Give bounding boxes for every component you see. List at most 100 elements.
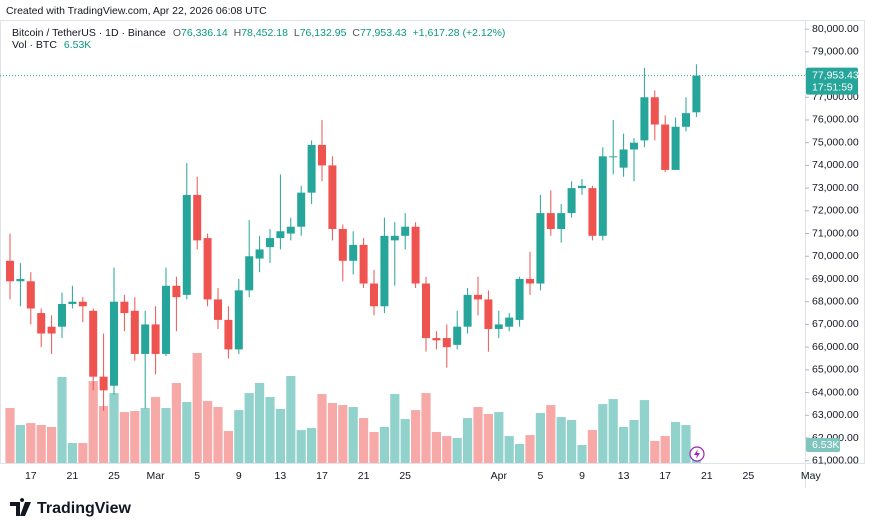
candle-body: [692, 75, 701, 113]
volume-bar: [390, 394, 400, 463]
candle-body: [463, 294, 472, 327]
volume-bar: [515, 444, 525, 463]
volume-bar: [130, 411, 140, 463]
logo: TradingView: [10, 498, 132, 517]
y-tick-label: 67,000.00: [812, 318, 859, 330]
candle-body: [588, 188, 597, 236]
candle-body: [349, 244, 358, 261]
y-tick-label: 70,000.00: [812, 250, 859, 262]
candle-body: [214, 299, 222, 320]
l-value: 76,132.95: [300, 27, 347, 39]
volume-bar: [494, 412, 504, 463]
volume-bar: [546, 405, 556, 463]
candle-body: [99, 376, 108, 391]
h-value: 78,452.18: [241, 27, 288, 39]
x-tick-label: 17: [659, 470, 671, 482]
x-tick-label: 21: [67, 470, 79, 482]
candle-body: [110, 301, 118, 386]
x-tick-label: 5: [194, 470, 200, 482]
volume-bar: [203, 401, 213, 463]
volume-bar: [473, 407, 483, 463]
volume-bar: [265, 396, 275, 463]
y-tick-label: 71,000.00: [812, 227, 859, 239]
volume-bar: [369, 432, 379, 463]
y-tick-label: 72,000.00: [812, 205, 859, 217]
volume-bar: [411, 410, 421, 463]
x-tick-label: 21: [358, 470, 370, 482]
h-label: H: [234, 27, 242, 39]
candle-body: [422, 283, 430, 339]
volume-bar: [171, 383, 181, 463]
candle-body: [442, 338, 451, 348]
volume-bar: [567, 420, 577, 463]
candle-body: [120, 301, 129, 314]
candle-body: [474, 294, 482, 300]
x-tick-label: 25: [399, 470, 411, 482]
c-label: C: [352, 27, 360, 39]
symbol: Bitcoin / TetherUS · 1D · Binance: [12, 27, 166, 39]
x-tick-label: Mar: [147, 470, 166, 482]
candle-body: [224, 319, 233, 350]
volume-bar: [598, 404, 608, 463]
x-tick-label: 21: [701, 470, 713, 482]
candle-body: [68, 301, 77, 304]
logo-mark: [10, 498, 31, 516]
volume-value: 6.53K: [64, 39, 91, 51]
volume-bar: [255, 383, 265, 463]
x-tick-label: Apr: [491, 470, 508, 482]
candle-body: [682, 113, 690, 127]
volume-bar: [587, 430, 597, 463]
volume-bar: [608, 399, 618, 463]
volume-bar: [348, 407, 358, 463]
volume-bar: [504, 436, 514, 463]
y-tick-label: 69,000.00: [812, 273, 859, 285]
y-tick-label: 61,000.00: [812, 455, 859, 467]
volume-bar: [286, 376, 296, 463]
volume-bar: [671, 421, 681, 463]
candle-body: [515, 278, 524, 320]
volume-bar: [223, 431, 233, 463]
y-tick-label: 68,000.00: [812, 295, 859, 307]
volume-bar: [639, 400, 649, 463]
candle-body: [505, 317, 514, 327]
volume-bar: [5, 408, 15, 463]
volume-bar: [182, 401, 192, 463]
candle-body: [141, 324, 150, 354]
candle-body: [390, 235, 399, 241]
volume-bar: [109, 393, 119, 463]
candle-body: [494, 324, 503, 329]
candle-body: [536, 213, 545, 284]
candle-body: [151, 324, 160, 354]
candle-body: [630, 142, 638, 150]
candle-body: [526, 278, 534, 284]
volume-bar: [78, 443, 88, 463]
x-tick-label: 25: [108, 470, 120, 482]
x-tick-label: 25: [743, 470, 755, 482]
volume-bar: [234, 410, 244, 463]
volume-bar: [338, 405, 348, 463]
candle-body: [193, 194, 202, 241]
volume-header: Vol · BTC 6.53K: [12, 39, 91, 51]
candle-body: [37, 313, 46, 334]
candle-body: [650, 97, 659, 125]
candle-body: [276, 231, 285, 239]
y-tick-label: 76,000.00: [812, 114, 859, 126]
volume-bar: [650, 440, 660, 463]
volume-bar: [463, 418, 473, 463]
volume-bar: [15, 425, 25, 463]
candle-body: [6, 260, 14, 282]
volume-bar: [119, 412, 129, 463]
candle-body: [453, 326, 462, 345]
candle-body: [661, 124, 670, 170]
volume-bar: [67, 443, 77, 463]
volume-bar: [525, 435, 535, 463]
candle-body: [671, 126, 680, 170]
volume-bar: [192, 353, 202, 463]
candle-body: [297, 192, 306, 227]
y-tick-label: 75,000.00: [812, 136, 859, 148]
volume-bar: [213, 407, 223, 463]
o-label: O: [173, 27, 181, 39]
volume-bar: [577, 444, 587, 463]
candle-body: [203, 238, 212, 300]
